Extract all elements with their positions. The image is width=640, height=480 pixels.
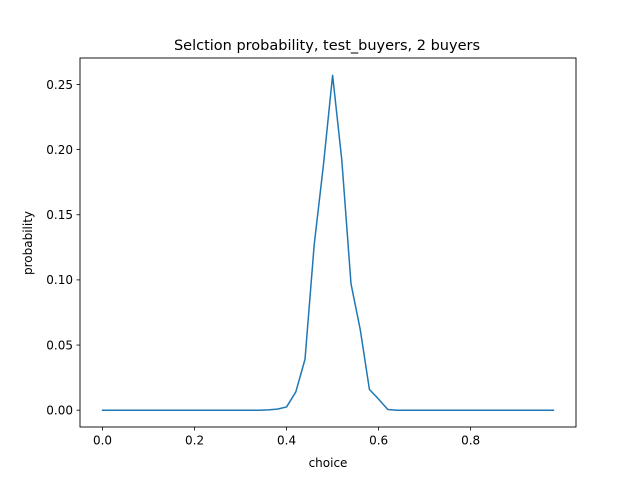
axes-frame (79, 57, 577, 428)
y-axis-label: probability (21, 211, 35, 275)
series-line-0 (101, 74, 555, 411)
y-tick-label: 0.20 (46, 143, 73, 157)
y-axis: 0.00 0.05 0.10 0.15 0.20 0.25 (46, 78, 80, 417)
y-tick-label: 0.15 (46, 208, 73, 222)
x-axis-label: choice (309, 456, 348, 470)
y-tick-label: 0.10 (46, 273, 73, 287)
x-tick-label: 0.6 (369, 434, 388, 448)
x-axis: 0.0 0.2 0.4 0.6 0.8 (93, 427, 480, 448)
x-tick-label: 0.4 (277, 434, 296, 448)
chart-title: Selction probability, test_buyers, 2 buy… (174, 38, 480, 54)
plot-area (101, 74, 555, 411)
y-tick-label: 0.05 (46, 338, 73, 352)
x-tick-label: 0.0 (93, 434, 112, 448)
y-tick-label: 0.25 (46, 78, 73, 92)
x-tick-label: 0.8 (461, 434, 480, 448)
y-tick-label: 0.00 (46, 403, 73, 417)
x-tick-label: 0.2 (185, 434, 204, 448)
